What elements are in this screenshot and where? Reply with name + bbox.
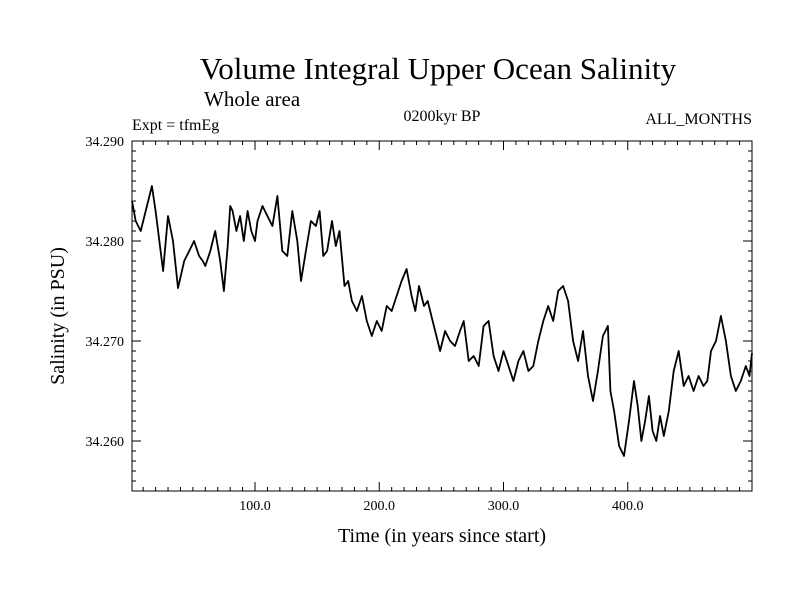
y-axis-label: Salinity (in PSU) (47, 247, 69, 385)
y-tick-label: 34.280 (86, 235, 125, 250)
x-axis: 100.0 200.0 300.0 400.0 (142, 141, 741, 514)
y-tick-label: 34.270 (86, 335, 125, 350)
x-tick-label: 400.0 (612, 499, 644, 514)
chart-subtitle: Whole area (204, 87, 301, 111)
y-tick-label: 34.260 (86, 435, 125, 450)
salinity-series-line (131, 185, 753, 457)
experiment-label: Expt = tfmEg (132, 117, 219, 134)
plot-frame (131, 140, 753, 492)
x-tick-label: 100.0 (239, 499, 271, 514)
months-label: ALL_MONTHS (645, 111, 752, 128)
y-axis: 34.260 34.270 34.280 34.290 (86, 135, 752, 492)
x-tick-label: 200.0 (364, 499, 396, 514)
y-tick-label: 34.290 (86, 135, 125, 150)
chart-title: Volume Integral Upper Ocean Salinity (200, 51, 677, 86)
x-axis-label: Time (in years since start) (338, 525, 546, 547)
x-tick-label: 300.0 (488, 499, 520, 514)
period-label: 0200kyr BP (404, 108, 481, 125)
